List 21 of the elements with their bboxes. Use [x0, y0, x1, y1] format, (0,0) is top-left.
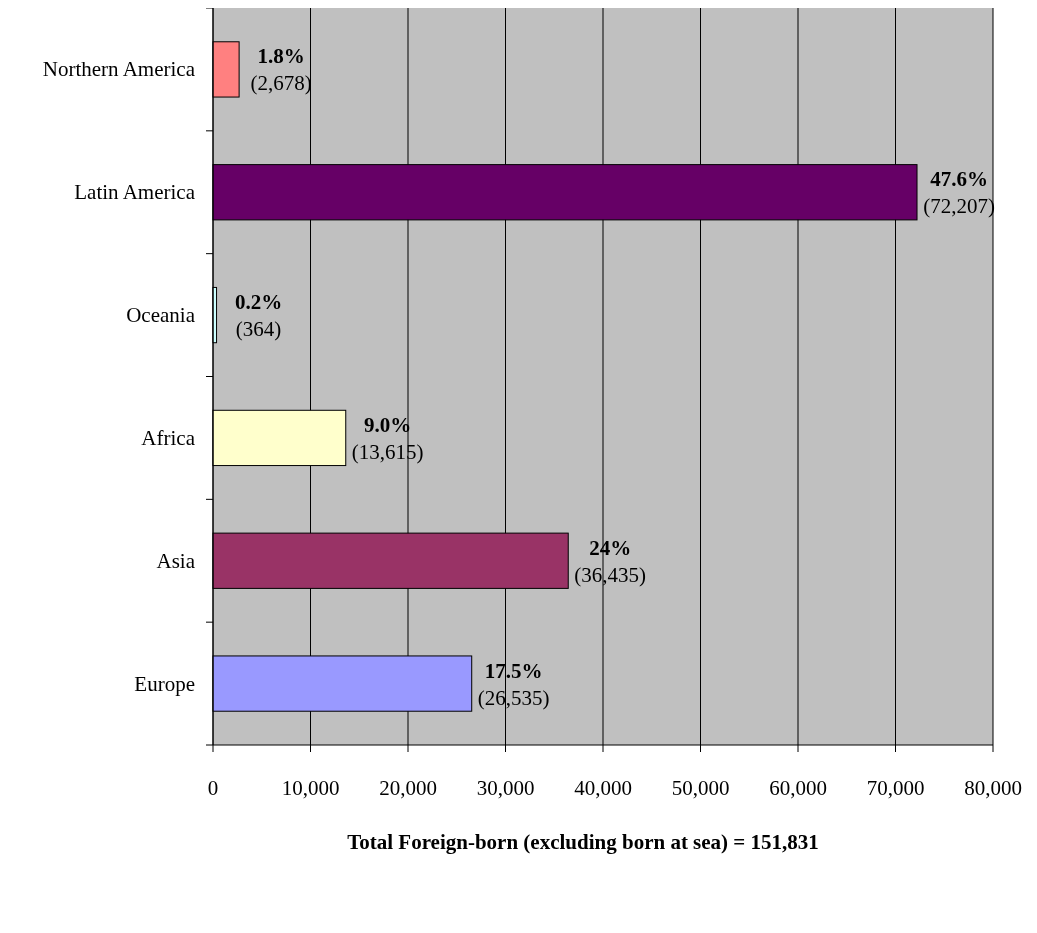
y-tick-label: Africa: [141, 425, 196, 450]
x-tick-label: 20,000: [379, 776, 437, 800]
x-axis-title: Total Foreign-born (excluding born at sea) = 151,831: [347, 830, 819, 854]
x-tick-label: 80,000: [964, 776, 1022, 800]
y-tick-label: Latin America: [74, 180, 196, 205]
x-tick-label: 40,000: [574, 776, 632, 800]
y-tick-label: Europe: [134, 671, 195, 696]
x-tick-label: 70,000: [866, 776, 925, 800]
x-tick-label: 30,000: [476, 776, 535, 800]
x-tick-label: 0: [207, 776, 219, 800]
y-tick-label: Asia: [156, 548, 196, 573]
x-tick-label: 10,000: [281, 776, 340, 800]
y-tick-label: Oceania: [126, 303, 196, 328]
x-tick-label: 60,000: [769, 776, 827, 800]
data-label: 24% (36,435): [574, 535, 647, 587]
data-label: 47.6% (72,207): [923, 167, 995, 219]
y-tick-label: Northern America: [42, 57, 196, 82]
data-label: 9.0% (13,615): [351, 412, 424, 464]
data-label: 0.2% (364): [234, 290, 283, 342]
x-tick-label: 50,000: [671, 776, 730, 800]
data-label: 1.8% (2,678): [250, 44, 312, 96]
